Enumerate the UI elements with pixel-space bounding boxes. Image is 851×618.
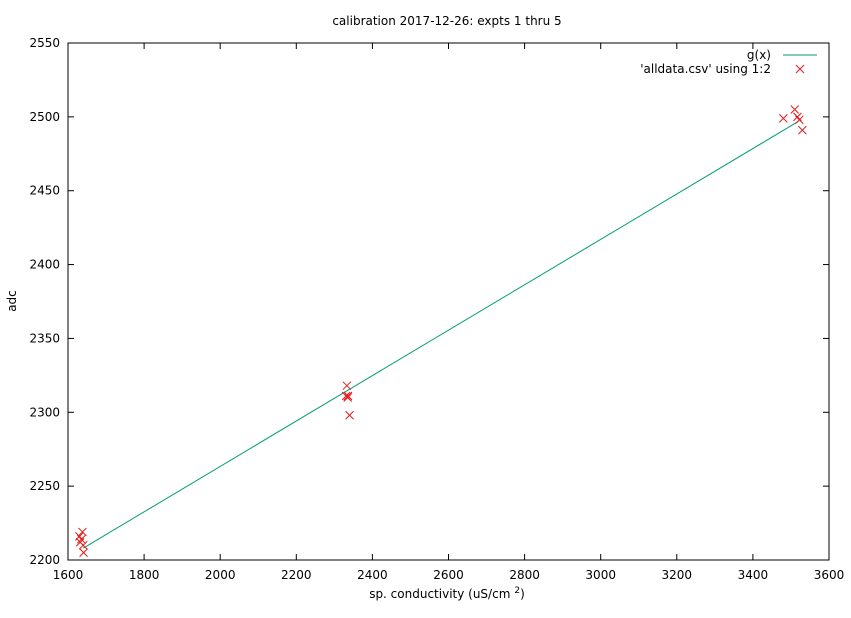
x-axis-label-end: ) — [520, 587, 525, 601]
y-tick-label: 2400 — [29, 258, 60, 272]
y-tick-label: 2350 — [29, 331, 60, 345]
data-point — [79, 548, 88, 557]
legend: g(x)'alldata.csv' using 1:2 — [640, 48, 817, 76]
x-tick-label: 3200 — [662, 568, 693, 582]
y-tick-label: 2300 — [29, 405, 60, 419]
data-point — [78, 527, 87, 537]
data-point — [343, 393, 353, 402]
y-tick-label: 2550 — [29, 36, 60, 50]
x-axis-label-superscript: 2 — [514, 586, 520, 596]
x-tick-label: 2200 — [281, 568, 312, 582]
series-layer — [75, 105, 807, 557]
y-tick-label: 2200 — [29, 553, 60, 567]
plot-frame — [67, 42, 830, 561]
x-tick-label: 3000 — [585, 568, 616, 582]
data-point — [343, 391, 353, 401]
data-point — [790, 105, 800, 114]
legend-label: 'alldata.csv' using 1:2 — [640, 62, 771, 76]
y-tick-label: 2500 — [29, 110, 60, 124]
y-tick-label: 2250 — [29, 479, 60, 493]
data-point — [345, 410, 354, 420]
fit-line-g-x — [82, 120, 799, 549]
x-tick-label: 2400 — [357, 568, 388, 582]
chart-title: calibration 2017-12-26: expts 1 thru 5 — [332, 14, 561, 28]
x-tick-label: 3400 — [738, 568, 769, 582]
data-point — [794, 115, 804, 125]
x-axis-label: sp. conductivity (uS/cm 2) — [369, 586, 525, 601]
x-tick-label: 2800 — [509, 568, 540, 582]
data-point — [778, 113, 788, 123]
x-axis-label-text: sp. conductivity (uS/cm — [369, 587, 510, 601]
y-axis-label: adc — [5, 290, 19, 312]
x-tick-label: 2000 — [205, 568, 236, 582]
x-tick-label: 2600 — [433, 568, 464, 582]
data-point — [342, 381, 352, 391]
axis-ticks: 1600 1800 2000 2200 2400 2600 2800 3000 3200 3400… — [29, 36, 844, 582]
data-point — [76, 534, 86, 544]
x-tick-label: 1600 — [53, 568, 84, 582]
x-tick-label: 3600 — [814, 568, 845, 582]
data-point — [78, 540, 88, 550]
data-point — [793, 112, 802, 122]
y-tick-label: 2450 — [29, 184, 60, 198]
data-point — [798, 125, 807, 135]
legend-label: g(x) — [747, 48, 771, 62]
x-tick-label: 1800 — [129, 568, 160, 582]
legend-marker-swatch — [795, 64, 805, 74]
